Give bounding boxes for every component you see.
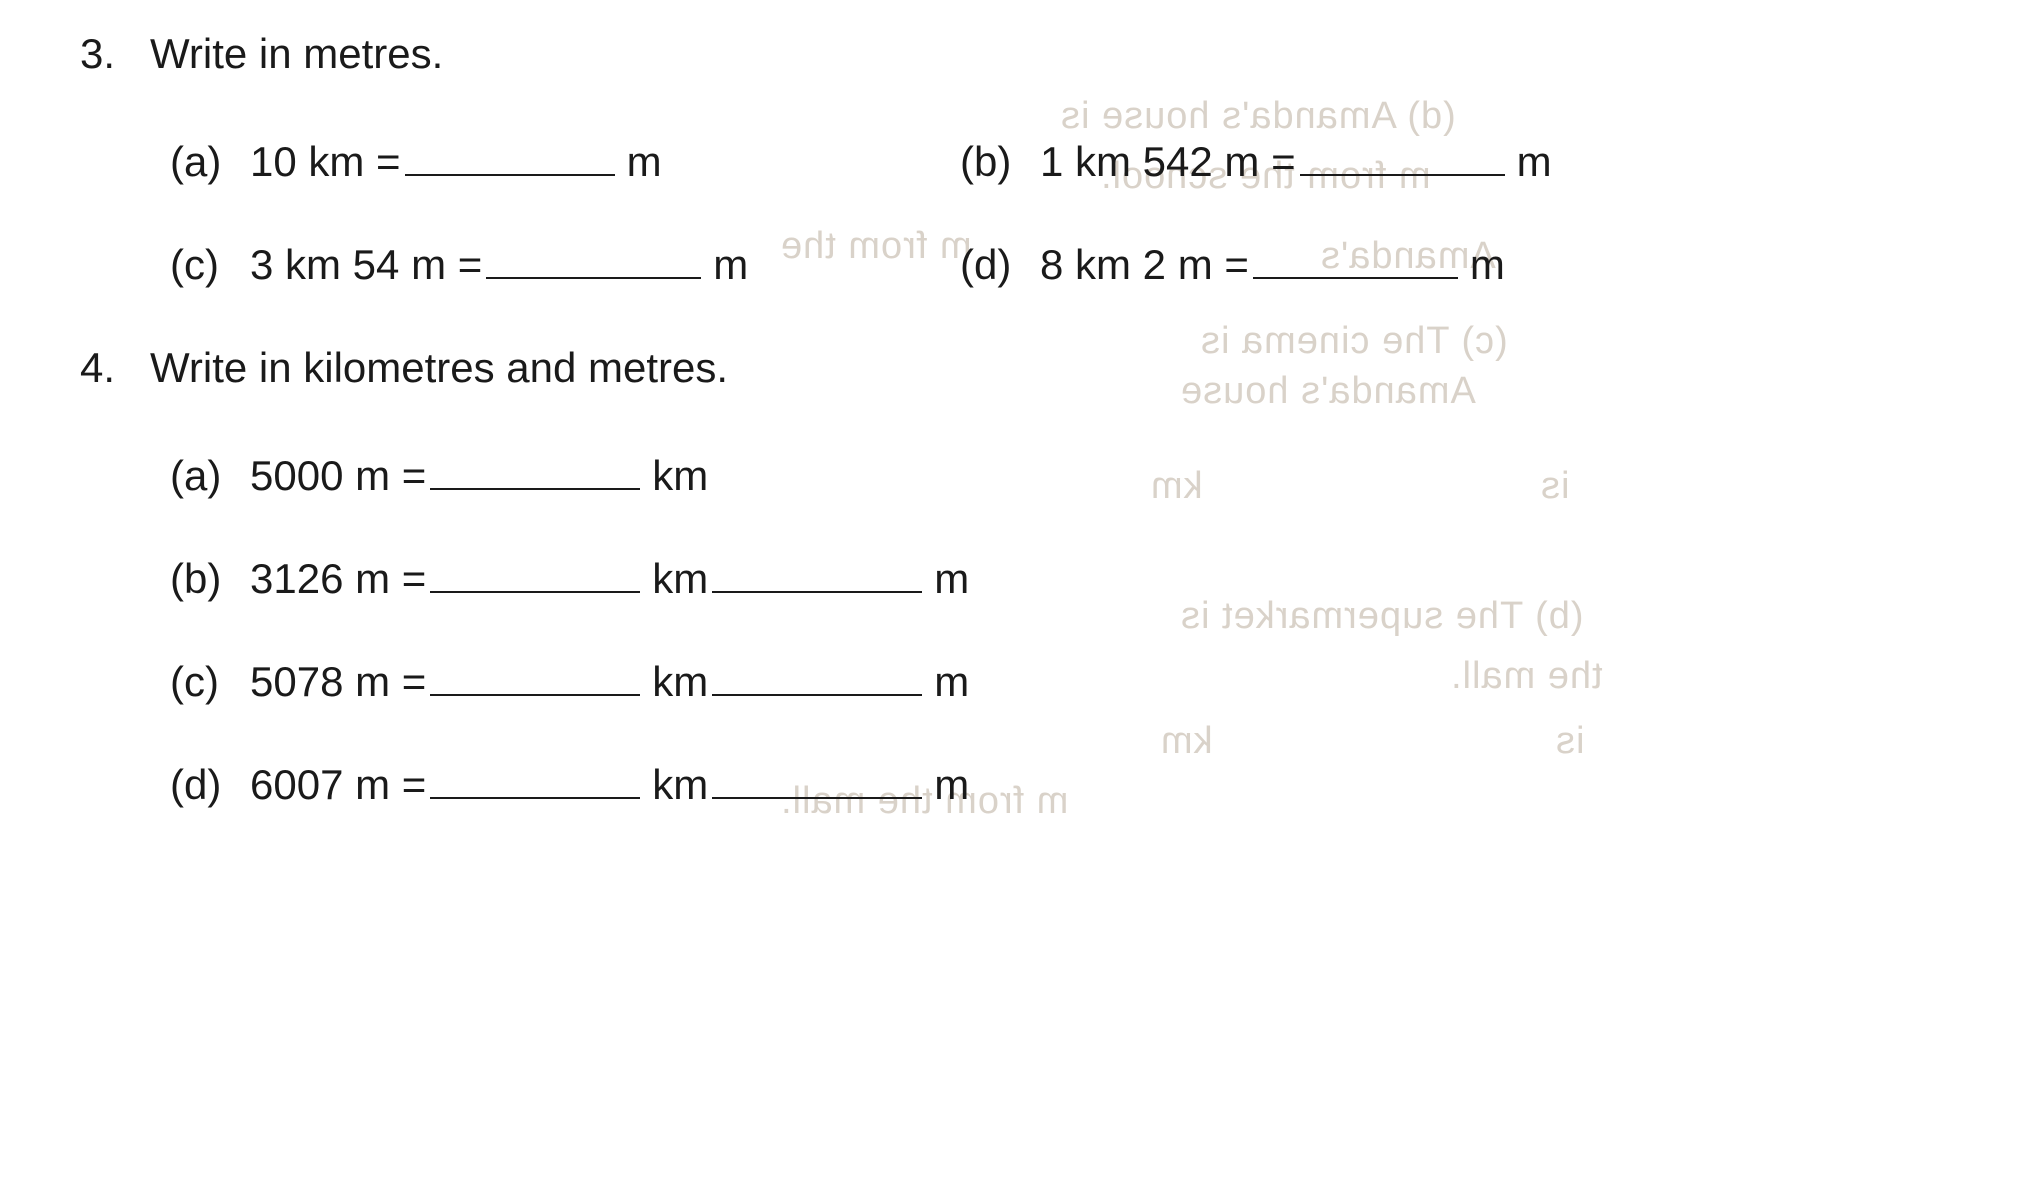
sub-item-c: (c) 3 km 54 m = m [170,241,960,289]
unit-label: m [934,761,969,809]
unit-label: m [1517,138,1552,186]
sub-label: (b) [170,555,250,603]
unit-label: km [652,452,708,500]
unit-label: km [652,761,708,809]
sub-item-a: (a) 5000 m = km [170,452,1962,500]
sub-item-d: (d) 8 km 2 m = m [960,241,1962,289]
sub-expression: 6007 m = km m [250,761,969,809]
question-4: 4. Write in kilometres and metres. (a) 5… [60,344,1962,809]
sub-row: (c) 3 km 54 m = m (d) 8 km 2 m = m [60,241,1962,289]
unit-label: m [1470,241,1505,289]
answer-blank[interactable] [486,243,701,279]
sub-expression: 3126 m = km m [250,555,969,603]
question-number: 4. [60,344,150,392]
sub-label: (c) [170,241,250,289]
unit-label: km [652,658,708,706]
sub-label: (d) [170,761,250,809]
sub-label: (d) [960,241,1040,289]
expr-text: 8 km 2 m = [1040,241,1249,289]
sub-expression: 1 km 542 m = m [1040,138,1552,186]
sub-item-d: (d) 6007 m = km m [170,761,1962,809]
expr-text: 5078 m = [250,658,426,706]
expr-text: 3 km 54 m = [250,241,482,289]
unit-label: m [713,241,748,289]
sub-row: (a) 10 km = m (b) 1 km 542 m = m [60,138,1962,186]
expr-text: 5000 m = [250,452,426,500]
unit-label: m [934,658,969,706]
sub-label: (c) [170,658,250,706]
sub-item-b: (b) 3126 m = km m [170,555,1962,603]
sub-row: (d) 6007 m = km m [60,761,1962,809]
question-number: 3. [60,30,150,78]
sub-item-b: (b) 1 km 542 m = m [960,138,1962,186]
expr-text: 6007 m = [250,761,426,809]
answer-blank[interactable] [1253,243,1458,279]
answer-blank[interactable] [712,763,922,799]
sub-row: (b) 3126 m = km m [60,555,1962,603]
sub-label: (b) [960,138,1040,186]
answer-blank[interactable] [405,140,615,176]
question-title: Write in metres. [150,30,1962,78]
answer-blank[interactable] [430,557,640,593]
sub-item-a: (a) 10 km = m [170,138,960,186]
answer-blank[interactable] [430,454,640,490]
sub-label: (a) [170,452,250,500]
expr-text: 3126 m = [250,555,426,603]
question-title: Write in kilometres and metres. [150,344,1962,392]
sub-expression: 5000 m = km [250,452,708,500]
question-header: 3. Write in metres. [60,30,1962,78]
unit-label: km [652,555,708,603]
question-3: 3. Write in metres. (a) 10 km = m (b) 1 … [60,30,1962,289]
expr-text: 10 km = [250,138,401,186]
unit-label: m [627,138,662,186]
sub-expression: 10 km = m [250,138,662,186]
sub-row: (c) 5078 m = km m [60,658,1962,706]
sub-expression: 8 km 2 m = m [1040,241,1505,289]
answer-blank[interactable] [712,660,922,696]
sub-expression: 5078 m = km m [250,658,969,706]
sub-row: (a) 5000 m = km [60,452,1962,500]
answer-blank[interactable] [430,660,640,696]
answer-blank[interactable] [712,557,922,593]
sub-expression: 3 km 54 m = m [250,241,748,289]
question-header: 4. Write in kilometres and metres. [60,344,1962,392]
sub-item-c: (c) 5078 m = km m [170,658,1962,706]
unit-label: m [934,555,969,603]
answer-blank[interactable] [1300,140,1505,176]
answer-blank[interactable] [430,763,640,799]
expr-text: 1 km 542 m = [1040,138,1296,186]
sub-label: (a) [170,138,250,186]
